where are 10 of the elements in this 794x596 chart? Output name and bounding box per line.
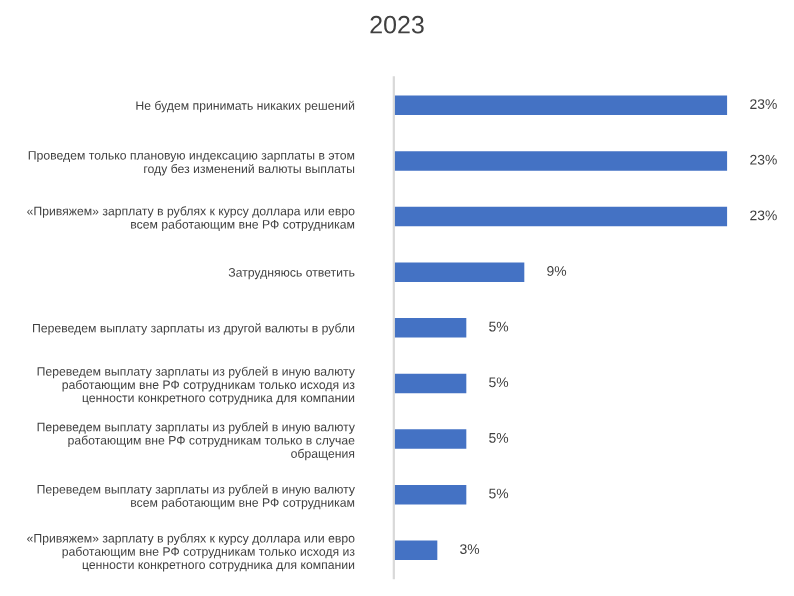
bar [393,151,728,171]
bar [393,484,467,505]
bar [393,318,467,338]
bar [393,540,438,561]
bar [393,206,728,227]
chart-title: 2023 [370,15,424,34]
bar [393,262,525,282]
bar [393,373,467,394]
bar [393,95,728,116]
bar [393,429,467,449]
